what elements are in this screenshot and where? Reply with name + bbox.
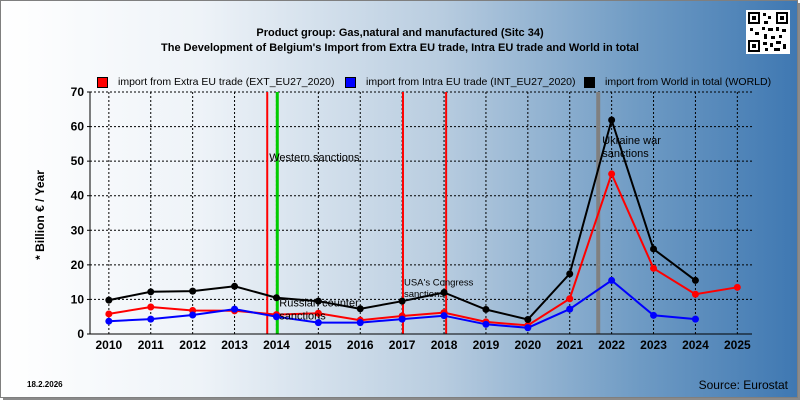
x-tick-label-2011: 2011 (138, 338, 164, 352)
source-label: Source: Eurostat (698, 378, 788, 392)
data-point-s2-2020 (524, 315, 532, 323)
data-point-s1-2019 (482, 320, 490, 328)
x-tick-label-2023: 2023 (640, 338, 667, 352)
data-point-s2-2010 (105, 296, 113, 304)
chart-title-line2: The Development of Belgium's Import from… (161, 42, 639, 54)
data-point-s2-2012 (189, 287, 197, 295)
x-tick-label-2025: 2025 (724, 338, 751, 352)
annotation-4-line-0: Ukraine war (602, 135, 661, 147)
x-tick-label-2015: 2015 (305, 338, 332, 352)
data-point-s1-2024 (691, 315, 699, 323)
data-point-s1-2023 (650, 311, 658, 319)
x-tick-label-2010: 2010 (96, 338, 123, 352)
data-point-s0-2015 (314, 309, 322, 317)
legend-swatch-extra-eu (97, 77, 108, 88)
x-tick-label-2016: 2016 (347, 338, 374, 352)
date-stamp: 18.2.2026 (27, 380, 63, 389)
data-point-s0-2023 (650, 264, 658, 272)
qr-code-icon (746, 10, 790, 54)
y-tick-label-10: 10 (71, 292, 85, 306)
data-point-s0-2025 (733, 283, 741, 291)
annotation-4-line-1: sanctions (602, 148, 649, 160)
data-point-s0-2022 (608, 170, 616, 178)
data-point-s2-2013 (231, 282, 239, 290)
data-point-s1-2022 (608, 276, 616, 284)
y-tick-label-20: 20 (71, 258, 85, 272)
x-tick-label-2014: 2014 (263, 338, 290, 352)
data-point-s2-2011 (147, 288, 155, 296)
data-point-s0-2024 (691, 290, 699, 298)
data-point-s2-2016 (356, 305, 364, 313)
y-tick-label-60: 60 (71, 120, 85, 134)
x-tick-label-2018: 2018 (431, 338, 458, 352)
y-tick-label-30: 30 (71, 223, 85, 237)
data-point-s1-2010 (105, 317, 113, 325)
data-point-s2-2018 (440, 289, 448, 297)
data-point-s2-2021 (566, 270, 574, 278)
data-point-s1-2020 (524, 324, 532, 332)
data-point-s1-2015 (314, 319, 322, 327)
data-point-s0-2010 (105, 310, 113, 318)
data-point-s1-2016 (356, 319, 364, 327)
x-tick-label-2021: 2021 (556, 338, 583, 352)
y-tick-label-70: 70 (71, 85, 85, 99)
x-tick-label-2012: 2012 (179, 338, 206, 352)
data-point-s1-2021 (566, 305, 574, 313)
data-point-s2-2015 (314, 297, 322, 305)
y-axis-label: * Billion € / Year (33, 170, 47, 260)
data-point-s2-2022 (608, 116, 616, 124)
data-point-s2-2023 (650, 245, 658, 253)
data-point-s1-2018 (440, 312, 448, 320)
data-point-s0-2011 (147, 303, 155, 311)
x-tick-label-2020: 2020 (514, 338, 541, 352)
x-tick-label-2013: 2013 (221, 338, 248, 352)
annotation-1-line-1: sanctions (279, 310, 326, 322)
data-point-s0-2021 (566, 295, 574, 303)
data-point-s2-2019 (482, 305, 490, 313)
annotation-2-line-0: USA's Congress (404, 278, 474, 289)
legend-label-extra-eu: import from Extra EU trade (EXT_EU27_202… (118, 76, 335, 88)
x-tick-label-2017: 2017 (389, 338, 416, 352)
legend-swatch-intra-eu (345, 77, 356, 88)
legend-label-world: import from World in total (WORLD) (605, 76, 772, 88)
legend-label-intra-eu: import from Intra EU trade (INT_EU27_202… (366, 76, 576, 88)
annotation-0-line-0: Western sanctions (269, 152, 360, 164)
x-tick-label-2019: 2019 (473, 338, 500, 352)
data-point-s1-2011 (147, 315, 155, 323)
data-point-s1-2012 (189, 311, 197, 319)
y-tick-label-0: 0 (77, 327, 84, 341)
y-tick-label-40: 40 (71, 189, 85, 203)
legend-swatch-world (584, 77, 595, 88)
data-point-s1-2014 (272, 313, 280, 321)
annotation-1-line-0: Russian counter (279, 297, 359, 309)
y-tick-label-50: 50 (71, 154, 85, 168)
data-point-s1-2013 (231, 305, 239, 313)
data-point-s1-2017 (398, 315, 406, 323)
data-point-s2-2024 (691, 276, 699, 284)
data-point-s2-2017 (398, 297, 406, 305)
x-tick-label-2024: 2024 (682, 338, 709, 352)
series-line-0 (108, 171, 738, 327)
chart-title-line1: Product group: Gas,natural and manufactu… (256, 27, 544, 39)
data-point-s2-2014 (272, 294, 280, 302)
x-tick-label-2022: 2022 (598, 338, 625, 352)
annotation-2-line-1: sanctions (404, 289, 444, 300)
